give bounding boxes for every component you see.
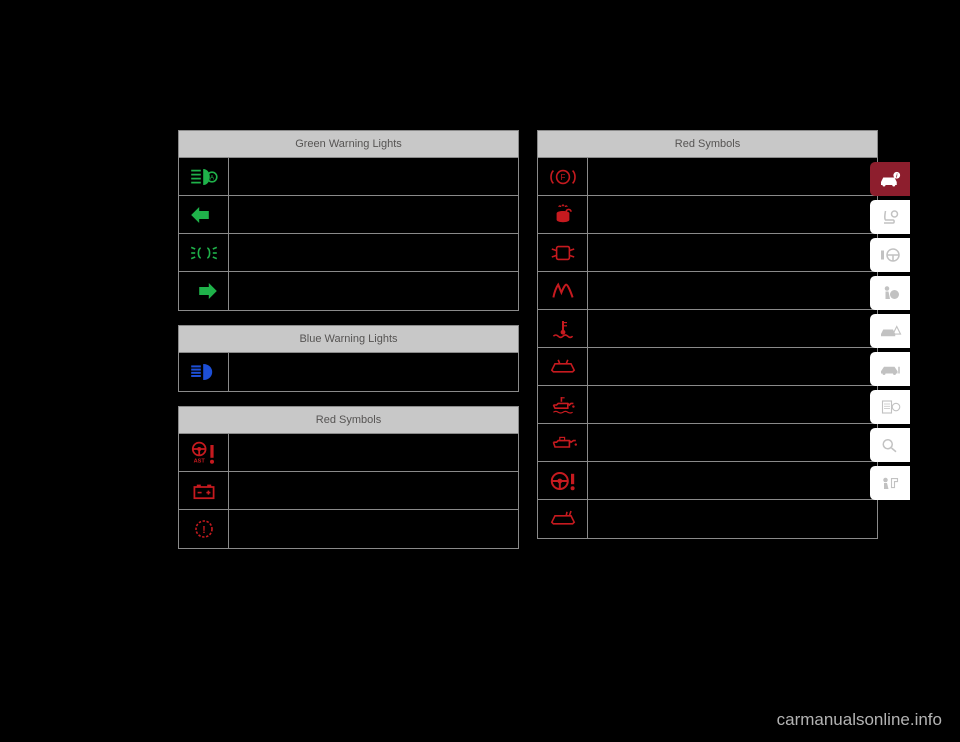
tab-checklist[interactable] xyxy=(870,390,910,424)
hood-open-icon xyxy=(538,348,588,385)
desc-cell xyxy=(229,272,518,310)
table-row xyxy=(538,462,877,500)
desc-cell xyxy=(588,462,877,499)
turn-right-icon xyxy=(179,272,229,310)
desc-cell xyxy=(588,272,877,309)
green-warning-panel: Green Warning Lights A xyxy=(178,130,519,311)
svg-text:A: A xyxy=(209,174,214,181)
blue-warning-panel: Blue Warning Lights xyxy=(178,325,519,392)
table-row xyxy=(538,310,877,348)
table-row: AST xyxy=(179,434,518,472)
table-row xyxy=(538,348,877,386)
table-row xyxy=(179,472,518,510)
tab-airbag[interactable] xyxy=(870,276,910,310)
desc-cell xyxy=(588,234,877,271)
tab-steering-tools[interactable] xyxy=(870,238,910,272)
side-lights-icon xyxy=(179,234,229,271)
desc-cell xyxy=(229,434,518,471)
red-symbols-left-panel: Red Symbols AST ! xyxy=(178,406,519,549)
red-symbols-right-panel: Red Symbols F xyxy=(537,130,878,539)
desc-cell xyxy=(588,158,877,195)
table-row xyxy=(179,272,518,310)
desc-cell xyxy=(229,234,518,271)
tab-seat[interactable] xyxy=(870,200,910,234)
turn-left-icon xyxy=(179,196,229,233)
table-row xyxy=(179,353,518,391)
svg-text:AST: AST xyxy=(193,458,205,464)
oil-pressure-icon xyxy=(538,424,588,461)
table-row xyxy=(538,386,877,424)
coolant-temp-icon xyxy=(538,310,588,347)
drowsy-driver-icon xyxy=(538,196,588,233)
table-row xyxy=(179,234,518,272)
oil-temp-icon xyxy=(538,386,588,423)
desc-cell xyxy=(229,510,518,548)
high-beam-icon xyxy=(179,353,229,391)
desc-cell xyxy=(588,386,877,423)
desc-cell xyxy=(229,353,518,391)
active-steering-icon: AST xyxy=(179,434,229,471)
tab-service[interactable] xyxy=(870,466,910,500)
auto-high-beam-icon: A xyxy=(179,158,229,195)
desc-cell xyxy=(229,472,518,509)
table-row xyxy=(179,196,518,234)
tab-car-side[interactable] xyxy=(870,352,910,386)
desc-cell xyxy=(588,424,877,461)
power-steering-icon xyxy=(538,462,588,499)
table-row: ! xyxy=(179,510,518,548)
blue-panel-title: Blue Warning Lights xyxy=(179,326,518,353)
trunk-open-icon xyxy=(538,500,588,538)
table-row xyxy=(538,234,877,272)
hill-hold-icon xyxy=(538,272,588,309)
desc-cell xyxy=(588,310,877,347)
red-left-panel-title: Red Symbols xyxy=(179,407,518,434)
table-row: A xyxy=(179,158,518,196)
desc-cell xyxy=(229,158,518,195)
desc-cell xyxy=(229,196,518,233)
desc-cell xyxy=(588,348,877,385)
brake-pad-icon: F xyxy=(538,158,588,195)
right-column: Red Symbols F xyxy=(537,130,878,549)
desc-cell xyxy=(588,196,877,233)
left-column: Green Warning Lights A xyxy=(178,130,519,549)
content-area: Green Warning Lights A xyxy=(178,130,878,549)
green-panel-title: Green Warning Lights xyxy=(179,131,518,158)
tab-vehicle-info[interactable]: i xyxy=(870,162,910,196)
door-open-icon xyxy=(538,234,588,271)
desc-cell xyxy=(588,500,877,538)
svg-text:!: ! xyxy=(202,525,205,536)
table-row xyxy=(538,500,877,538)
side-tabs: i xyxy=(870,162,910,500)
svg-text:F: F xyxy=(560,173,565,182)
table-row xyxy=(538,424,877,462)
clutch-temp-icon: ! xyxy=(179,510,229,548)
red-right-panel-title: Red Symbols xyxy=(538,131,877,158)
watermark-text: carmanualsonline.info xyxy=(777,710,942,730)
tab-car-warning[interactable] xyxy=(870,314,910,348)
tab-search[interactable] xyxy=(870,428,910,462)
table-row xyxy=(538,272,877,310)
table-row: F xyxy=(538,158,877,196)
battery-icon xyxy=(179,472,229,509)
table-row xyxy=(538,196,877,234)
